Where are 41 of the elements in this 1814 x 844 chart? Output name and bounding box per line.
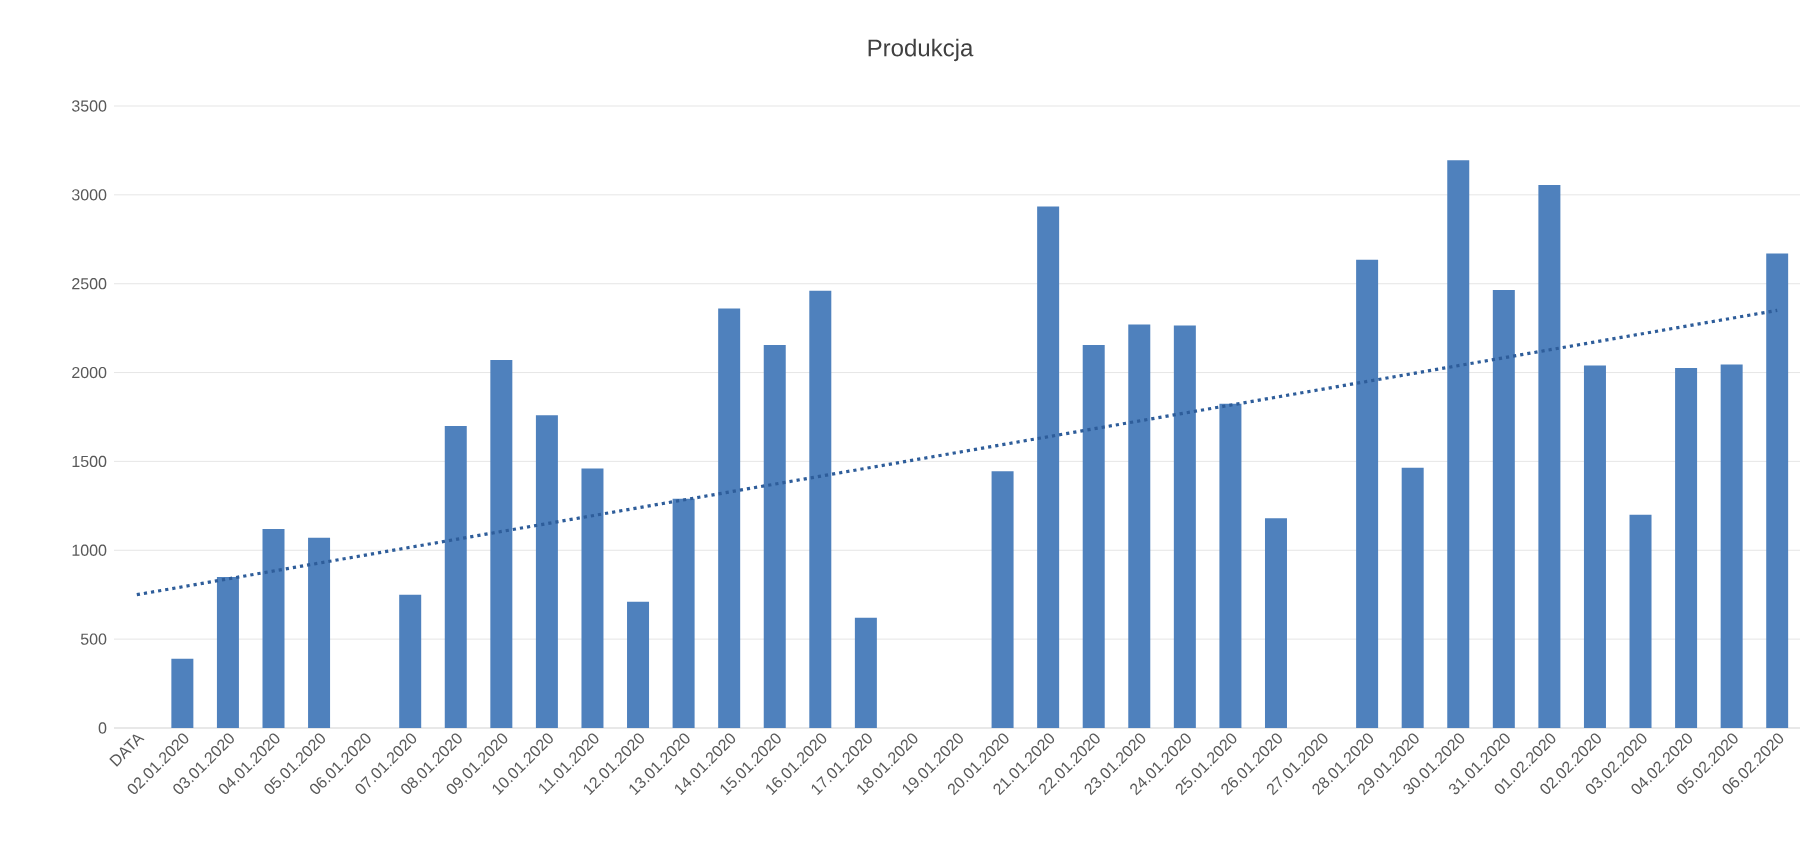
bar — [1447, 160, 1470, 728]
bar — [763, 345, 786, 728]
y-tick-label: 0 — [98, 722, 107, 734]
bar — [171, 658, 194, 728]
bar — [535, 415, 558, 728]
y-tick-label: 500 — [80, 633, 107, 645]
bar — [1538, 185, 1561, 728]
bar — [1082, 345, 1105, 728]
bar — [1492, 289, 1515, 728]
bar — [581, 468, 604, 728]
bar — [854, 617, 877, 728]
bar — [399, 594, 422, 728]
y-tick-label: 1000 — [72, 544, 107, 556]
bar — [1675, 368, 1698, 728]
y-tick-label: 2500 — [72, 278, 107, 290]
bar — [1401, 467, 1424, 728]
bar — [718, 308, 741, 728]
bar — [1128, 324, 1151, 728]
bar — [216, 576, 239, 728]
bar — [991, 471, 1014, 728]
bar — [672, 498, 695, 728]
bar — [1264, 518, 1287, 728]
bar — [1219, 403, 1242, 728]
bar — [1356, 259, 1379, 728]
y-tick-label: 3000 — [71, 189, 107, 201]
bar — [444, 425, 467, 728]
bar — [490, 360, 513, 728]
bar — [1720, 364, 1743, 728]
bar — [262, 528, 285, 728]
chart-title: Produkcja — [868, 38, 974, 62]
bar — [1583, 365, 1606, 728]
bar — [1037, 206, 1060, 728]
bar — [308, 537, 331, 728]
bar — [1766, 253, 1789, 728]
y-tick-label: 1500 — [72, 455, 107, 468]
bar — [809, 290, 832, 728]
y-tick-label: 2000 — [72, 366, 107, 379]
y-tick-label: 3500 — [71, 100, 107, 112]
bar — [1629, 514, 1652, 728]
bar — [627, 601, 650, 728]
bar — [1173, 325, 1196, 728]
